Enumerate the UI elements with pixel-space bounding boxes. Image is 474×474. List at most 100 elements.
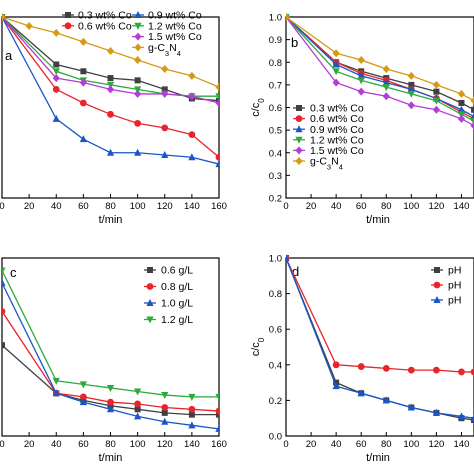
legend-label: 1.2 wt% Co — [148, 20, 202, 32]
x-tick-label: 0 — [0, 201, 5, 212]
legend-marker — [146, 316, 154, 324]
y-tick-label: 1.0 — [269, 254, 282, 265]
data-point — [2, 13, 6, 21]
legend-label: 1.5 wt% Co — [148, 31, 202, 43]
data-point — [357, 77, 365, 85]
x-tick-label: 160 — [211, 201, 227, 212]
data-point — [106, 384, 115, 392]
panel-letter: d — [292, 264, 299, 279]
x-axis-label: t/min — [366, 452, 390, 464]
data-point — [161, 404, 169, 411]
data-point — [332, 68, 340, 76]
series-group — [2, 267, 219, 432]
legend-marker — [134, 22, 142, 30]
data-point — [161, 65, 169, 74]
y-tick-label: 0.8 — [269, 58, 282, 69]
data-point — [357, 363, 365, 370]
x-tick-label: 100 — [130, 439, 146, 450]
data-point — [470, 368, 474, 376]
data-point — [215, 407, 219, 415]
data-point — [188, 393, 196, 401]
data-point — [161, 409, 168, 416]
x-tick-label: 120 — [428, 439, 444, 450]
data-point — [382, 78, 390, 86]
legend-label: 1.2 g/L — [161, 314, 193, 326]
data-point — [134, 119, 142, 127]
panel-d: 0 20 40 60 80 100 120 140 0.0 0.2 0.4 0.6 0.8 1.0 t/mi… — [250, 254, 474, 464]
x-tick-label: 40 — [331, 439, 342, 450]
legend-label: 0.6 g/L — [161, 265, 193, 277]
legend-marker — [64, 22, 72, 30]
data-point — [286, 13, 290, 21]
x-tick-label: 60 — [78, 201, 89, 212]
data-point — [433, 366, 440, 374]
data-point — [134, 406, 141, 413]
series-line — [286, 257, 474, 419]
legend-label: pH — [448, 265, 461, 277]
legend-label: g-C3N4 — [310, 156, 343, 172]
data-point — [357, 87, 365, 96]
data-point — [79, 393, 87, 401]
series-line — [286, 257, 474, 421]
x-tick-label: 40 — [331, 201, 342, 212]
x-axis-label: t/min — [366, 214, 390, 226]
data-point — [407, 403, 415, 411]
data-point — [286, 254, 290, 261]
legend-marker — [147, 267, 153, 273]
x-tick-label: 20 — [24, 201, 35, 212]
data-point — [357, 55, 365, 64]
y-tick-label: 0.7 — [269, 80, 282, 91]
y-tick-label: 0.0 — [269, 432, 282, 443]
data-point — [470, 121, 474, 130]
legend: 0.6 g/L 0.8 g/L 1.0 g/L 1.2 g/L — [144, 265, 193, 326]
x-axis-label: t/min — [99, 214, 123, 226]
legend-marker — [146, 299, 154, 306]
legend-marker — [295, 146, 303, 155]
data-point — [106, 81, 115, 89]
y-tick-label: 0.9 — [269, 35, 282, 46]
data-point — [188, 411, 195, 418]
legend: pH pH pH — [431, 265, 461, 307]
legend-label: 0.8 g/L — [161, 281, 193, 293]
data-point — [79, 381, 87, 389]
x-tick-label: 80 — [105, 439, 116, 450]
data-point — [25, 22, 33, 31]
data-point — [470, 96, 474, 105]
data-point — [357, 389, 365, 397]
y-tick-label: 0.4 — [269, 148, 282, 159]
y-axis-label: c/c0 — [250, 337, 266, 356]
data-point — [2, 267, 6, 275]
data-point — [134, 388, 142, 396]
x-axis-label: t/min — [99, 452, 123, 464]
y-tick-label: 1.0 — [269, 13, 282, 24]
data-point — [382, 396, 390, 404]
data-point — [134, 400, 142, 408]
data-point — [161, 89, 169, 98]
data-point — [332, 361, 340, 369]
series-line — [286, 16, 474, 118]
data-point — [79, 135, 87, 143]
x-tick-label: 20 — [24, 439, 35, 450]
data-point — [408, 81, 415, 88]
legend-label: 0.9 wt% Co — [148, 10, 202, 22]
x-tick-label: 60 — [356, 439, 367, 450]
data-point — [215, 93, 219, 101]
y-tick-label: 0.5 — [269, 126, 282, 137]
series-line — [2, 311, 219, 412]
data-point — [457, 105, 466, 113]
x-tick-label: 80 — [105, 201, 116, 212]
data-point — [52, 377, 60, 385]
x-tick-label: 40 — [51, 201, 62, 212]
data-point — [382, 92, 390, 101]
plot-frame — [1, 16, 220, 199]
data-point — [407, 85, 415, 93]
legend-marker — [433, 296, 441, 303]
data-point — [79, 78, 87, 87]
x-tick-label: 100 — [403, 439, 419, 450]
legend-label: pH — [448, 280, 461, 292]
legend-marker — [295, 115, 303, 122]
legend-marker — [433, 281, 441, 289]
legend-marker — [295, 157, 303, 165]
panel-a: 0 20 40 60 80 100 120 140 160 t/min a 0.3 wt% Co 0.9… — [0, 10, 227, 226]
